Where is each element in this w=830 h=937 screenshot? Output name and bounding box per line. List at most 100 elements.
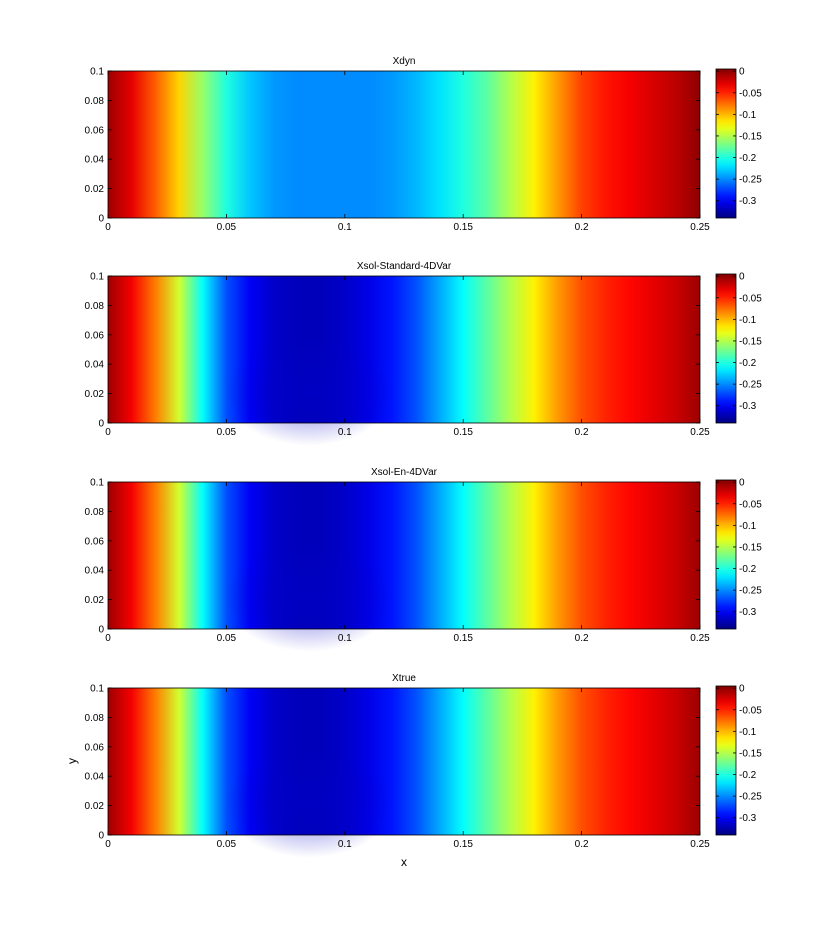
x-tick-label: 0.05 xyxy=(217,839,237,850)
plot-frame xyxy=(107,481,701,630)
heatmap-field xyxy=(108,482,700,629)
x-tick-label: 0.05 xyxy=(217,427,237,438)
plot-frame xyxy=(107,687,701,836)
y-tick-label: 0.02 xyxy=(85,595,105,606)
panel-1: Xdyn 0 0.05 0.1 0.15 0.2 0.25 0 0.02 0.04 0.06 0.08… xyxy=(85,56,763,233)
colorbar-tick-label: -0.1 xyxy=(739,521,757,532)
y-tick-label: 0.02 xyxy=(85,389,105,400)
colorbar-tick-label: -0.25 xyxy=(739,792,762,803)
colorbar-tick-label: -0.3 xyxy=(739,813,757,824)
colorbar-tick-label: 0 xyxy=(739,67,745,78)
y-tick-label: 0 xyxy=(98,831,104,842)
x-tick-label: 0 xyxy=(105,427,111,438)
y-tick-label: 0.06 xyxy=(85,125,105,136)
colorbar-tick-label: -0.3 xyxy=(739,196,757,207)
heatmap-field xyxy=(108,71,700,218)
colorbar-tick-label: -0.25 xyxy=(739,380,762,391)
x-tick-label: 0.1 xyxy=(338,222,352,233)
y-tick-label: 0.08 xyxy=(85,301,105,312)
heatmap-core xyxy=(224,335,395,446)
x-tick-label: 0.05 xyxy=(217,222,237,233)
panel-title: Xsol-En-4DVar xyxy=(371,467,438,478)
y-tick-label: 0.1 xyxy=(90,478,104,489)
y-tick-label: 0.04 xyxy=(85,360,105,371)
colorbar-tick-label: -0.1 xyxy=(739,110,757,121)
x-tick-label: 0 xyxy=(105,633,111,644)
y-tick-label: 0.1 xyxy=(90,67,104,78)
colorbar xyxy=(715,273,737,424)
colorbar-tick-label: 0 xyxy=(739,272,745,283)
panel-3: Xsol-En-4DVar 0 0.05 0.1 0.15 0.2 0.25 0 0.02 0.0… xyxy=(85,467,762,652)
y-axis-label: y xyxy=(65,758,79,764)
colorbar-tick-label: -0.05 xyxy=(739,88,762,99)
colorbar xyxy=(715,479,737,630)
y-tick-label: 0.08 xyxy=(85,507,105,518)
x-tick-label: 0.2 xyxy=(575,633,589,644)
colorbar-tick-label: -0.1 xyxy=(739,727,757,738)
colorbar xyxy=(715,68,737,219)
y-tick-label: 0.1 xyxy=(90,272,104,283)
x-tick-label: 0.25 xyxy=(690,427,710,438)
colorbar-tick-label: -0.05 xyxy=(739,293,762,304)
colorbar-tick-label: 0 xyxy=(739,684,745,695)
y-tick-label: 0.06 xyxy=(85,742,105,753)
colorbar-tick-label: -0.05 xyxy=(739,705,762,716)
y-tick-label: 0 xyxy=(98,419,104,430)
colorbar-tick-label: -0.25 xyxy=(739,175,762,186)
y-tick-label: 0.04 xyxy=(85,155,105,166)
heatmap-core xyxy=(224,747,395,858)
y-tick-label: 0.04 xyxy=(85,566,105,577)
colorbar-tick-label: -0.15 xyxy=(739,336,762,347)
colorbar xyxy=(715,685,737,836)
y-tick-label: 0 xyxy=(98,214,104,225)
x-tick-label: 0 xyxy=(105,222,111,233)
colorbar-tick-label: -0.25 xyxy=(739,586,762,597)
colorbar-tick-label: -0.2 xyxy=(739,564,757,575)
colorbar-tick-label: -0.15 xyxy=(739,542,762,553)
x-tick-label: 0.2 xyxy=(575,839,589,850)
x-tick-label: 0.15 xyxy=(453,427,473,438)
x-tick-label: 0.1 xyxy=(338,633,352,644)
y-tick-label: 0.04 xyxy=(85,772,105,783)
y-tick-label: 0.08 xyxy=(85,96,105,107)
x-tick-label: 0.15 xyxy=(453,633,473,644)
x-tick-label: 0.25 xyxy=(690,222,710,233)
panel-4: Xtrue 0 0.05 0.1 0.15 0.2 0.25 0 0.02 0.04 0.06 0.0… xyxy=(85,673,762,858)
colorbar-tick-label: -0.2 xyxy=(739,770,757,781)
panel-title: Xdyn xyxy=(393,56,416,67)
colorbar-tick-label: -0.15 xyxy=(739,748,762,759)
colorbar-tick-label: -0.05 xyxy=(739,499,762,510)
plot-frame xyxy=(107,275,701,424)
panel-title: Xtrue xyxy=(392,673,416,684)
plot-frame xyxy=(107,70,701,219)
x-tick-label: 0.15 xyxy=(453,222,473,233)
colorbar-tick-label: 0 xyxy=(739,478,745,489)
x-tick-label: 0.2 xyxy=(575,222,589,233)
x-tick-label: 0.2 xyxy=(575,427,589,438)
heatmap-core xyxy=(224,541,395,652)
y-tick-label: 0.02 xyxy=(85,801,105,812)
colorbar-tick-label: -0.15 xyxy=(739,131,762,142)
x-tick-label: 0.25 xyxy=(690,839,710,850)
x-tick-label: 0.25 xyxy=(690,633,710,644)
panel-title: Xsol-Standard-4DVar xyxy=(357,261,452,272)
colorbar-tick-label: -0.1 xyxy=(739,315,757,326)
heatmap-field xyxy=(108,688,700,835)
colorbar-tick-label: -0.2 xyxy=(739,358,757,369)
y-tick-label: 0.02 xyxy=(85,184,105,195)
colorbar-tick-label: -0.3 xyxy=(739,401,757,412)
x-tick-label: 0.15 xyxy=(453,839,473,850)
y-tick-label: 0 xyxy=(98,625,104,636)
x-tick-label: 0.1 xyxy=(338,427,352,438)
x-tick-label: 0 xyxy=(105,839,111,850)
y-tick-label: 0.06 xyxy=(85,330,105,341)
x-tick-label: 0.1 xyxy=(338,839,352,850)
y-tick-label: 0.1 xyxy=(90,684,104,695)
colorbar-tick-label: -0.2 xyxy=(739,153,757,164)
heatmap-field xyxy=(108,276,700,423)
y-tick-label: 0.08 xyxy=(85,713,105,724)
colorbar-tick-label: -0.3 xyxy=(739,607,757,618)
x-axis-label: x xyxy=(401,855,407,869)
